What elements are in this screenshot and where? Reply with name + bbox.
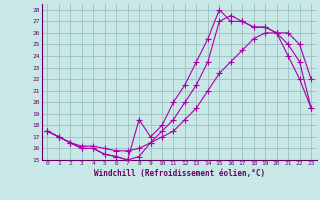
- X-axis label: Windchill (Refroidissement éolien,°C): Windchill (Refroidissement éolien,°C): [94, 169, 265, 178]
